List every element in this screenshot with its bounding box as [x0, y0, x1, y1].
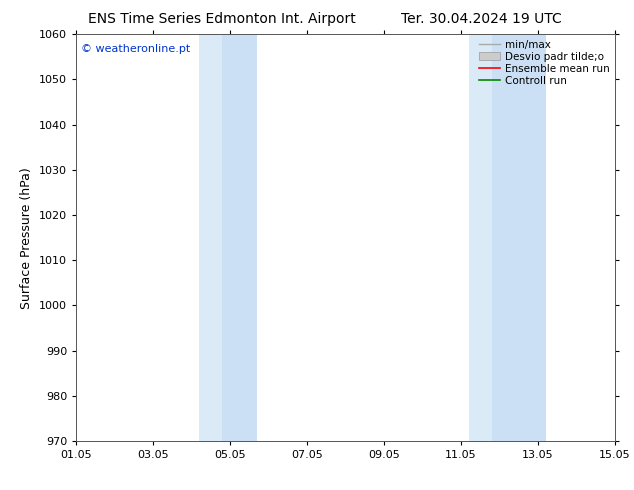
Text: ENS Time Series Edmonton Int. Airport: ENS Time Series Edmonton Int. Airport — [88, 12, 356, 26]
Bar — [223, 34, 257, 441]
Bar — [469, 34, 492, 441]
Bar — [492, 34, 546, 441]
Bar — [199, 34, 223, 441]
Text: Ter. 30.04.2024 19 UTC: Ter. 30.04.2024 19 UTC — [401, 12, 562, 26]
Y-axis label: Surface Pressure (hPa): Surface Pressure (hPa) — [20, 167, 34, 309]
Legend: min/max, Desvio padr tilde;o, Ensemble mean run, Controll run: min/max, Desvio padr tilde;o, Ensemble m… — [479, 40, 610, 86]
Text: © weatheronline.pt: © weatheronline.pt — [81, 45, 191, 54]
